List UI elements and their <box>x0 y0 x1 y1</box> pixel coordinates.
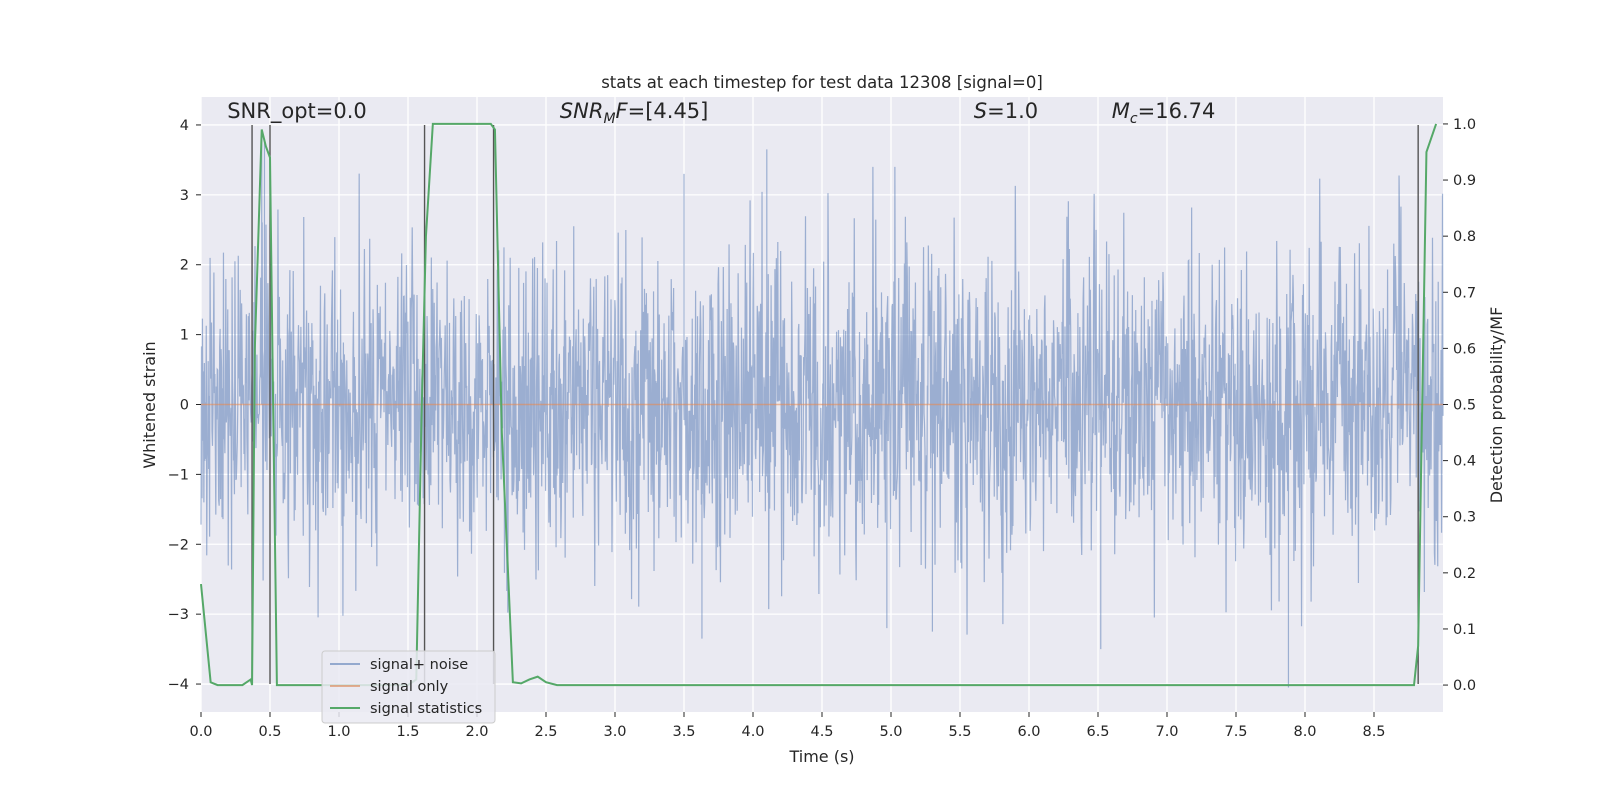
x-tick-label: 6.0 <box>1017 724 1040 740</box>
x-tick-label: 1.0 <box>327 724 350 740</box>
y2-axis-label: Detection probability/MF <box>1487 307 1506 504</box>
y2-tick-label: 0.0 <box>1453 678 1476 694</box>
legend-label-stats: signal statistics <box>370 701 482 717</box>
x-tick-label: 5.0 <box>879 724 902 740</box>
y-tick-label: −4 <box>168 677 189 693</box>
legend-label-signal: signal only <box>370 679 449 695</box>
y-tick-label: 2 <box>180 258 189 274</box>
y2-tick-label: 0.1 <box>1453 622 1476 638</box>
y2-tick-label: 1.0 <box>1453 117 1476 133</box>
x-tick-label: 6.5 <box>1086 724 1109 740</box>
x-tick-label: 5.5 <box>948 724 971 740</box>
y-tick-label: 4 <box>180 118 189 134</box>
x-tick-label: 7.5 <box>1224 724 1247 740</box>
y-axis-label: Whitened strain <box>140 341 159 468</box>
legend: signal+ noise signal only signal statist… <box>321 650 496 724</box>
y2-tick-label: 0.7 <box>1453 285 1476 301</box>
y-tick-label: 3 <box>180 188 189 204</box>
annotation-text: Mc=16.74 <box>1112 99 1216 127</box>
y2-tick-label: 0.2 <box>1453 566 1476 582</box>
x-tick-label: 2.5 <box>534 724 557 740</box>
signal-statistics-series <box>200 122 1438 687</box>
x-tick-label: 8.5 <box>1362 724 1385 740</box>
annotations: SNR_opt=0.0 SNRMF=[4.45] S=1.0 Mc=16.74 <box>227 99 1215 127</box>
annotation-text: SNR_opt=0.0 <box>227 99 367 124</box>
x-tick-label: 3.5 <box>672 724 695 740</box>
signal-statistics-line <box>200 122 1438 687</box>
y-tick-label: −1 <box>168 467 189 483</box>
x-tick-label: 4.5 <box>810 724 833 740</box>
y2-tick-label: 0.3 <box>1453 510 1476 526</box>
x-tick-label: 7.0 <box>1155 724 1178 740</box>
x-tick-label: 0.5 <box>258 724 281 740</box>
y-tick-label: 0 <box>180 398 189 414</box>
x-tick-label: 3.0 <box>603 724 626 740</box>
x-tick-label: 1.5 <box>396 724 419 740</box>
x-axis-ticks: 0.0 0.5 1.0 1.5 2.0 2.5 3.0 3.5 4.0 4.5 5.0 5.5 6.0 6… <box>189 712 1386 740</box>
y2-tick-label: 0.9 <box>1453 173 1476 189</box>
y-axis-ticks: 4 3 2 1 0 −1 −2 −3 −4 <box>168 118 201 693</box>
noise-trace <box>200 131 1444 688</box>
y2-tick-label: 0.8 <box>1453 229 1476 245</box>
y-tick-label: −2 <box>168 537 189 553</box>
noise-series <box>200 131 1444 688</box>
y-tick-label: 1 <box>180 328 189 344</box>
legend-box <box>321 650 496 724</box>
y2-axis-ticks: 1.0 0.9 0.8 0.7 0.6 0.5 0.4 0.3 0.2 0.1 0.0 <box>1443 117 1476 694</box>
annotation-text: SNRMF=[4.45] <box>560 99 709 127</box>
x-axis-label: Time (s) <box>788 747 854 766</box>
y2-tick-label: 0.6 <box>1453 341 1476 357</box>
x-tick-label: 8.0 <box>1293 724 1316 740</box>
annotation-text: S=1.0 <box>974 99 1038 123</box>
y-tick-label: −3 <box>168 607 189 623</box>
x-tick-label: 2.0 <box>465 724 488 740</box>
x-tick-label: 4.0 <box>741 724 764 740</box>
legend-label-noise: signal+ noise <box>370 657 468 673</box>
y2-tick-label: 0.4 <box>1453 454 1476 470</box>
y2-tick-label: 0.5 <box>1453 398 1476 414</box>
x-tick-label: 0.0 <box>189 724 212 740</box>
chart-title: stats at each timestep for test data 123… <box>601 73 1043 92</box>
